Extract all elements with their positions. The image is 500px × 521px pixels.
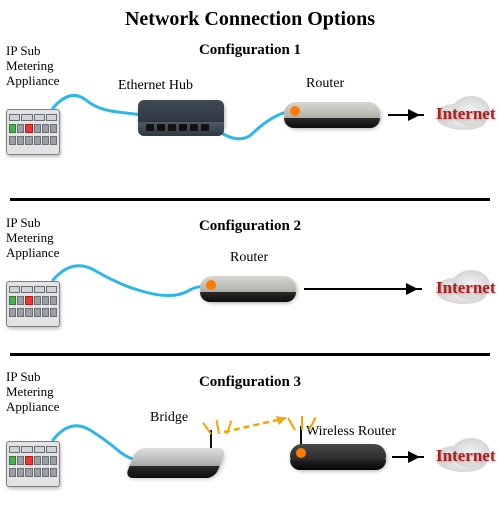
config3-heading: Configuration 3 xyxy=(0,374,500,391)
appliance-device-1 xyxy=(2,106,62,156)
diagram-root: Network Connection Options Configuration… xyxy=(0,0,500,521)
appliance-label-3: IP Sub Metering Appliance xyxy=(6,370,59,415)
hub-label: Ethernet Hub xyxy=(118,78,193,94)
internet-label-2: Internet xyxy=(436,278,495,298)
appliance-device-2 xyxy=(2,278,62,328)
arrow-1 xyxy=(388,114,424,116)
config2-heading: Configuration 2 xyxy=(0,218,500,235)
page-title: Network Connection Options xyxy=(0,8,500,31)
internet-label-3: Internet xyxy=(436,446,495,466)
router-label-2: Router xyxy=(230,250,268,266)
appliance-device-3 xyxy=(2,438,62,488)
divider-2 xyxy=(10,353,490,356)
ethernet-hub-device xyxy=(138,100,224,140)
arrow-3 xyxy=(392,456,424,458)
wrouter-label: Wireless Router xyxy=(306,424,396,440)
appliance-label-2: IP Sub Metering Appliance xyxy=(6,216,59,261)
bridge-label: Bridge xyxy=(150,410,188,426)
arrow-2 xyxy=(304,288,422,290)
router-device-1 xyxy=(284,102,380,132)
internet-label-1: Internet xyxy=(436,104,495,124)
router-label-1: Router xyxy=(306,76,344,92)
bridge-device xyxy=(123,448,227,482)
router-device-2 xyxy=(200,276,296,306)
appliance-label-1: IP Sub Metering Appliance xyxy=(6,44,59,89)
config1-heading: Configuration 1 xyxy=(0,42,500,59)
wireless-router-device xyxy=(290,444,386,474)
divider-1 xyxy=(10,198,490,201)
